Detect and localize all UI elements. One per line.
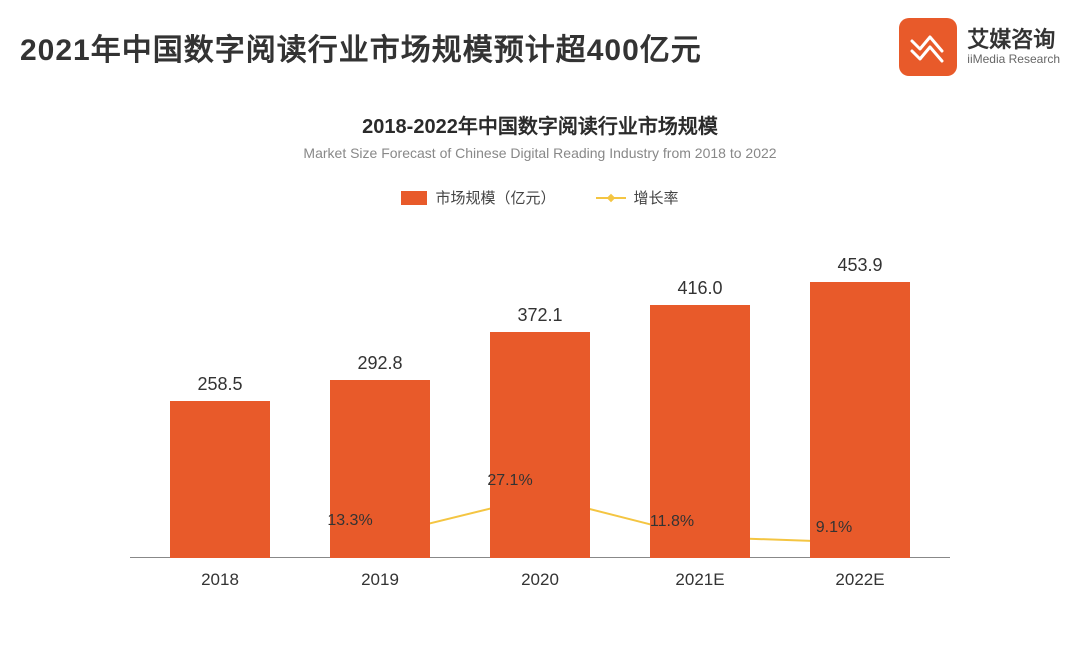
bar-group: 258.5 — [170, 374, 270, 558]
brand-name-en: iiMedia Research — [967, 53, 1060, 67]
bar-value-label: 453.9 — [837, 255, 882, 276]
brand-name-cn: 艾媒咨询 — [967, 27, 1060, 52]
chart-title-en: Market Size Forecast of Chinese Digital … — [0, 145, 1080, 161]
growth-line — [380, 496, 860, 542]
growth-rate-label: 11.8% — [650, 513, 694, 531]
legend-line: 增长率 — [596, 187, 679, 208]
chart-container: 2018-2022年中国数字阅读行业市场规模 Market Size Forec… — [0, 110, 1080, 598]
bar-value-label: 292.8 — [357, 353, 402, 374]
legend-line-swatch — [596, 197, 626, 199]
growth-rate-label: 13.3% — [327, 512, 372, 530]
bar — [170, 401, 270, 558]
page-title: 2021年中国数字阅读行业市场规模预计超400亿元 — [20, 25, 702, 69]
bar — [330, 380, 430, 558]
brand-text: 艾媒咨询 iiMedia Research — [967, 27, 1060, 66]
x-axis-label: 2021E — [650, 570, 750, 590]
bar-value-label: 372.1 — [517, 305, 562, 326]
bar-value-label: 416.0 — [677, 278, 722, 299]
growth-rate-label: 27.1% — [487, 472, 532, 490]
bar — [490, 332, 590, 558]
brand-block: 艾媒咨询 iiMedia Research — [899, 18, 1060, 76]
legend-bar-swatch — [401, 191, 427, 205]
legend-bar-label: 市场规模（亿元） — [435, 187, 555, 208]
bar-group: 372.1 — [490, 305, 590, 558]
header: 2021年中国数字阅读行业市场规模预计超400亿元 艾媒咨询 iiMedia R… — [20, 18, 1060, 76]
page-root: 2021年中国数字阅读行业市场规模预计超400亿元 艾媒咨询 iiMedia R… — [0, 0, 1080, 663]
x-axis-label: 2018 — [170, 570, 270, 590]
bar-value-label: 258.5 — [197, 374, 242, 395]
x-axis-label: 2022E — [810, 570, 910, 590]
legend-bar: 市场规模（亿元） — [401, 187, 555, 208]
chart-plot: 258.5 2018 292.8 2019 372.1 2020 416.0 2021E 453… — [130, 238, 950, 598]
chart-legend: 市场规模（亿元） 增长率 — [0, 187, 1080, 208]
bar-group: 453.9 — [810, 255, 910, 558]
x-axis-label: 2019 — [330, 570, 430, 590]
bar — [810, 282, 910, 558]
brand-logo-icon — [899, 18, 957, 76]
legend-line-label: 增长率 — [634, 187, 679, 208]
growth-rate-label: 9.1% — [816, 519, 852, 537]
chart-title-cn: 2018-2022年中国数字阅读行业市场规模 — [0, 110, 1080, 139]
x-axis-label: 2020 — [490, 570, 590, 590]
